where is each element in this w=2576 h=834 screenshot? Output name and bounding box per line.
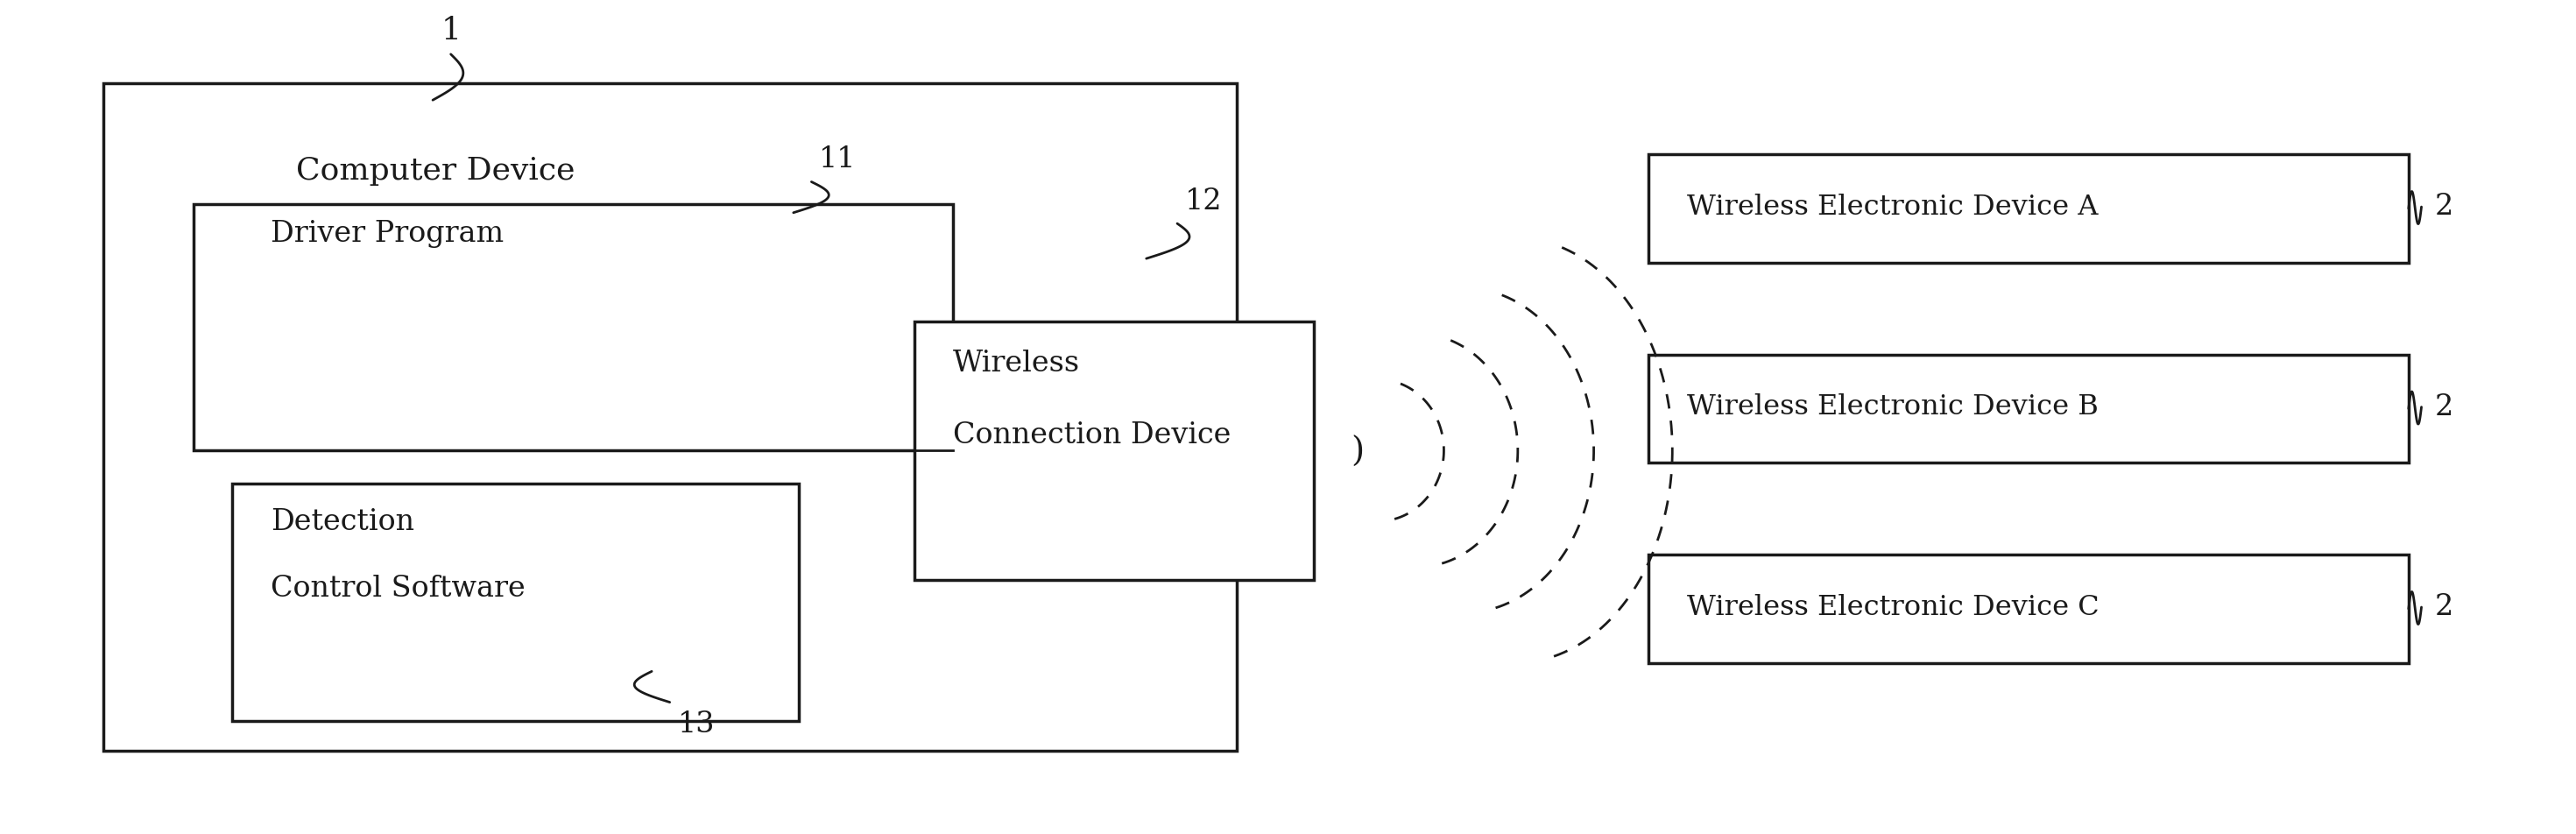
Text: 1: 1: [440, 16, 461, 46]
Text: Wireless Electronic Device B: Wireless Electronic Device B: [1687, 394, 2099, 420]
Text: 2: 2: [2434, 393, 2452, 421]
Bar: [914, 321, 1314, 580]
Text: 11: 11: [819, 145, 855, 173]
Text: Detection: Detection: [270, 508, 415, 535]
Text: ): ): [1350, 436, 1365, 468]
Text: Computer Device: Computer Device: [296, 156, 574, 185]
Bar: [1649, 354, 2409, 463]
Bar: [103, 83, 1236, 751]
Bar: [1649, 555, 2409, 663]
Text: 12: 12: [1185, 187, 1221, 215]
Text: 2: 2: [2434, 193, 2452, 221]
Text: Control Software: Control Software: [270, 575, 526, 602]
Text: Driver Program: Driver Program: [270, 220, 502, 248]
Bar: [193, 204, 953, 450]
Text: 2: 2: [2434, 593, 2452, 621]
Text: Wireless Electronic Device C: Wireless Electronic Device C: [1687, 594, 2099, 620]
Bar: [232, 484, 799, 721]
Text: 13: 13: [677, 711, 714, 739]
Text: Connection Device: Connection Device: [953, 422, 1231, 450]
Text: Wireless Electronic Device A: Wireless Electronic Device A: [1687, 193, 2099, 220]
Bar: [1649, 154, 2409, 263]
Text: Wireless: Wireless: [953, 349, 1079, 377]
